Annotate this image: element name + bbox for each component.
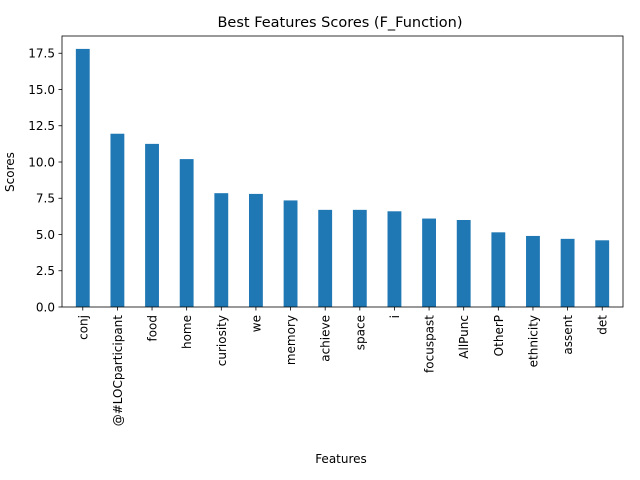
bar-9 (387, 211, 402, 307)
x-tick-label-14: assent (561, 315, 575, 355)
y-tick-label-7: 17.5 (28, 47, 55, 61)
x-tick-label-11: AllPunc (457, 315, 471, 359)
x-tick-label-9: i (388, 315, 402, 318)
bar-13 (526, 235, 540, 307)
bar-5 (249, 193, 263, 307)
bar-3 (179, 159, 194, 307)
x-tick-label-10: focuspast (423, 315, 437, 373)
y-axis-title: Scores (3, 152, 17, 192)
x-tick-label-15: det (596, 315, 610, 335)
plot-frame (61, 35, 624, 308)
bar-8 (352, 209, 367, 307)
y-tick-label-3: 7.5 (36, 192, 55, 206)
x-tick-label-5: we (249, 315, 263, 332)
bar-12 (491, 232, 506, 307)
bar-11 (456, 220, 471, 307)
x-tick-label-3: home (180, 315, 194, 349)
y-tick-label-0: 0.0 (36, 300, 55, 314)
x-axis: conj @#LOCparticipant food home curiosity we m… (76, 307, 610, 427)
y-tick-label-5: 12.5 (28, 119, 55, 133)
y-tick-label-4: 10.0 (28, 155, 55, 169)
x-tick-label-8: space (353, 315, 367, 350)
x-tick-label-6: memory (284, 315, 298, 365)
bar-2 (145, 143, 159, 307)
x-tick-label-13: ethnicity (526, 315, 540, 367)
y-tick-label-1: 2.5 (36, 264, 55, 278)
x-axis-title: Features (315, 452, 367, 466)
bar-14 (560, 238, 575, 307)
bar-7 (318, 209, 333, 307)
bars-group (75, 48, 610, 308)
x-tick-label-12: OtherP (492, 315, 506, 356)
x-tick-label-2: food (146, 315, 160, 342)
bar-15 (595, 240, 610, 307)
y-tick-label-2: 5.0 (36, 228, 55, 242)
bar-0 (75, 48, 90, 308)
y-axis: 0.0 2.5 5.0 7.5 10.0 12.5 15.0 17.5 (28, 47, 62, 314)
x-tick-label-1: @#LOCparticipant (111, 315, 125, 427)
y-tick-label-6: 15.0 (28, 83, 55, 97)
bar-6 (283, 200, 298, 307)
bar-10 (422, 218, 436, 307)
x-tick-label-7: achieve (319, 315, 333, 362)
bar-4 (214, 193, 229, 307)
x-tick-label-4: curiosity (215, 315, 229, 366)
bar-1 (110, 133, 125, 307)
chart-title: Best Features Scores (F_Function) (217, 15, 462, 31)
x-tick-label-0: conj (76, 315, 90, 340)
